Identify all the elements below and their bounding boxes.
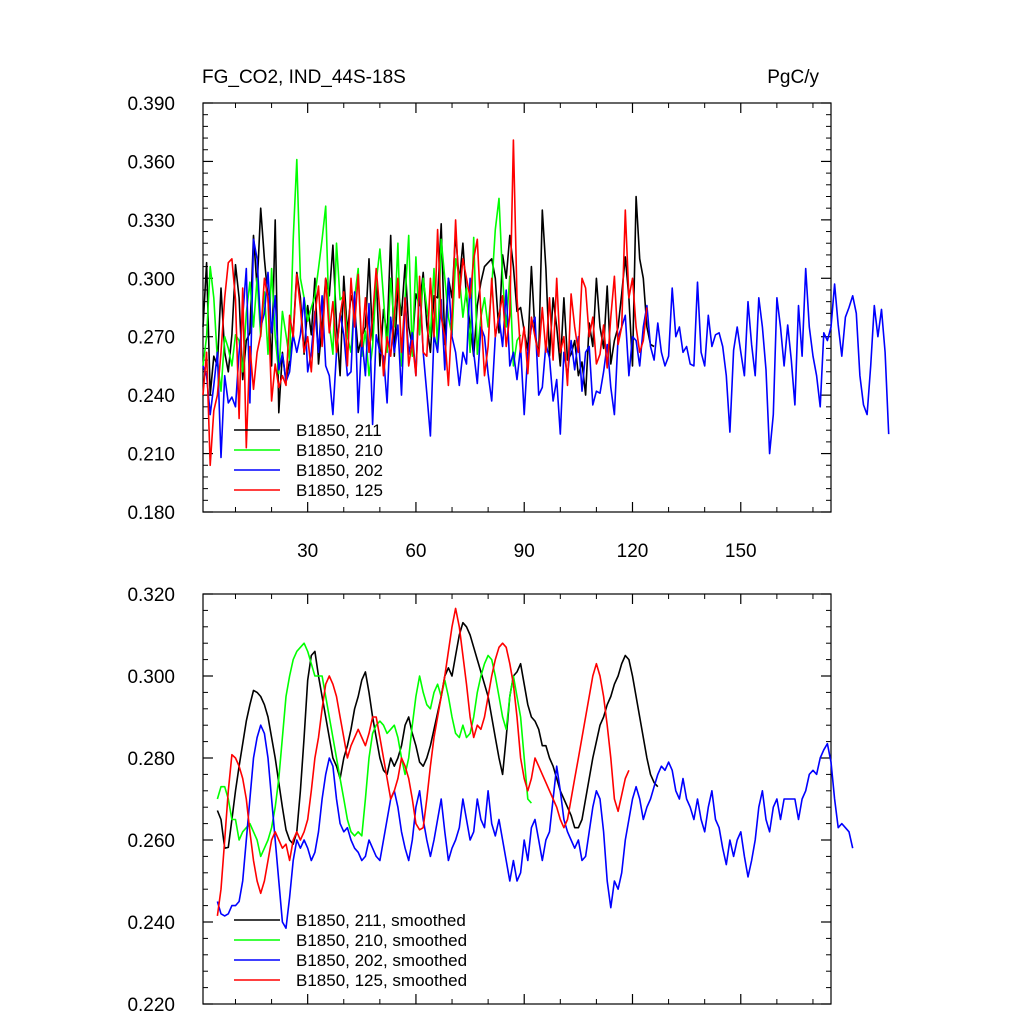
plot-frame (202, 593, 832, 1005)
series-line (216, 642, 533, 858)
legend-label: B1850, 210 (296, 441, 383, 460)
series-line (202, 158, 522, 393)
x-tick-label: 150 (725, 541, 757, 562)
series-line (202, 139, 648, 467)
y-tick-label: 0.180 (127, 503, 175, 524)
y-tick-label: 0.240 (127, 386, 175, 407)
y-tick-label: 0.270 (127, 328, 175, 349)
series-line (216, 724, 854, 930)
y-tick-label: 0.300 (127, 269, 175, 290)
y-tick-label: 0.390 (127, 94, 175, 115)
y-tick-label: 0.280 (127, 749, 175, 770)
legend-label: B1850, 125 (296, 481, 383, 500)
legend-label: B1850, 211 (296, 421, 382, 440)
bottom-panel: 0.220 0.240 0.260 0.280 0.300 0.320 B1850, 211… (127, 585, 854, 1016)
legend-label: B1850, 210, smoothed (296, 931, 467, 950)
legend-label: B1850, 211, smoothed (296, 911, 466, 930)
series-line (216, 607, 630, 917)
legend-label: B1850, 125, smoothed (296, 971, 467, 990)
x-tick-label: 60 (405, 541, 426, 562)
chart-units: PgC/y (767, 67, 819, 88)
y-tick-label: 0.320 (127, 585, 175, 606)
chart-title: FG_CO2, IND_44S-18S (202, 67, 406, 88)
top-panel: 0.180 0.210 0.240 0.270 0.300 0.330 0.360 0.390… (127, 94, 890, 562)
y-tick-label: 0.240 (127, 913, 175, 934)
y-tick-label: 0.360 (127, 152, 175, 173)
x-tick-label: 120 (617, 541, 649, 562)
x-tick-label: 30 (297, 541, 318, 562)
y-tick-label: 0.220 (127, 995, 175, 1016)
legend-label: B1850, 202 (296, 461, 383, 480)
legend-label: B1850, 202, smoothed (296, 951, 467, 970)
y-tick-label: 0.300 (127, 667, 175, 688)
plot-frame (202, 102, 832, 513)
y-tick-label: 0.330 (127, 211, 175, 232)
y-tick-label: 0.210 (127, 445, 175, 466)
x-tick-label: 90 (514, 541, 535, 562)
y-tick-label: 0.260 (127, 831, 175, 852)
